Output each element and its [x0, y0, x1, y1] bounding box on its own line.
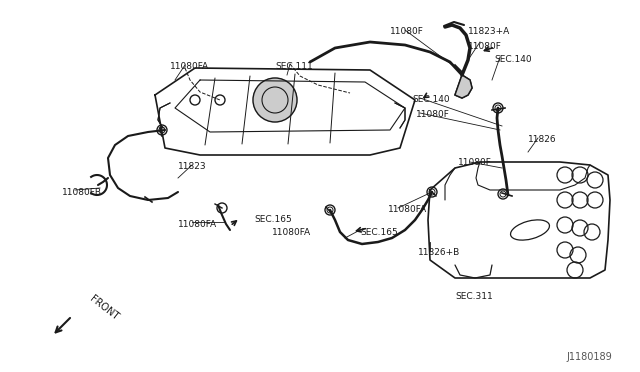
- Polygon shape: [455, 75, 472, 98]
- Text: SEC.165: SEC.165: [254, 215, 292, 224]
- Text: 11080F: 11080F: [458, 158, 492, 167]
- Text: 11080FA: 11080FA: [170, 62, 209, 71]
- Text: J1180189: J1180189: [566, 352, 612, 362]
- Text: 11080F: 11080F: [416, 110, 450, 119]
- Text: 11080FB: 11080FB: [62, 188, 102, 197]
- Text: SEC.165: SEC.165: [360, 228, 397, 237]
- Text: 11080F: 11080F: [468, 42, 502, 51]
- Text: 11826+B: 11826+B: [418, 248, 460, 257]
- Text: 11080FA: 11080FA: [178, 220, 217, 229]
- Text: 11823+A: 11823+A: [468, 27, 510, 36]
- Text: 11080F: 11080F: [390, 27, 424, 36]
- Circle shape: [253, 78, 297, 122]
- Text: 11080FA: 11080FA: [388, 205, 427, 214]
- Text: 11823: 11823: [178, 162, 207, 171]
- Text: SEC.111: SEC.111: [275, 62, 313, 71]
- Text: SEC.311: SEC.311: [455, 292, 493, 301]
- Text: 11080FA: 11080FA: [272, 228, 311, 237]
- Text: SEC.140: SEC.140: [412, 95, 450, 104]
- Text: FRONT: FRONT: [88, 294, 120, 322]
- Text: SEC.140: SEC.140: [494, 55, 532, 64]
- Text: 11826: 11826: [528, 135, 557, 144]
